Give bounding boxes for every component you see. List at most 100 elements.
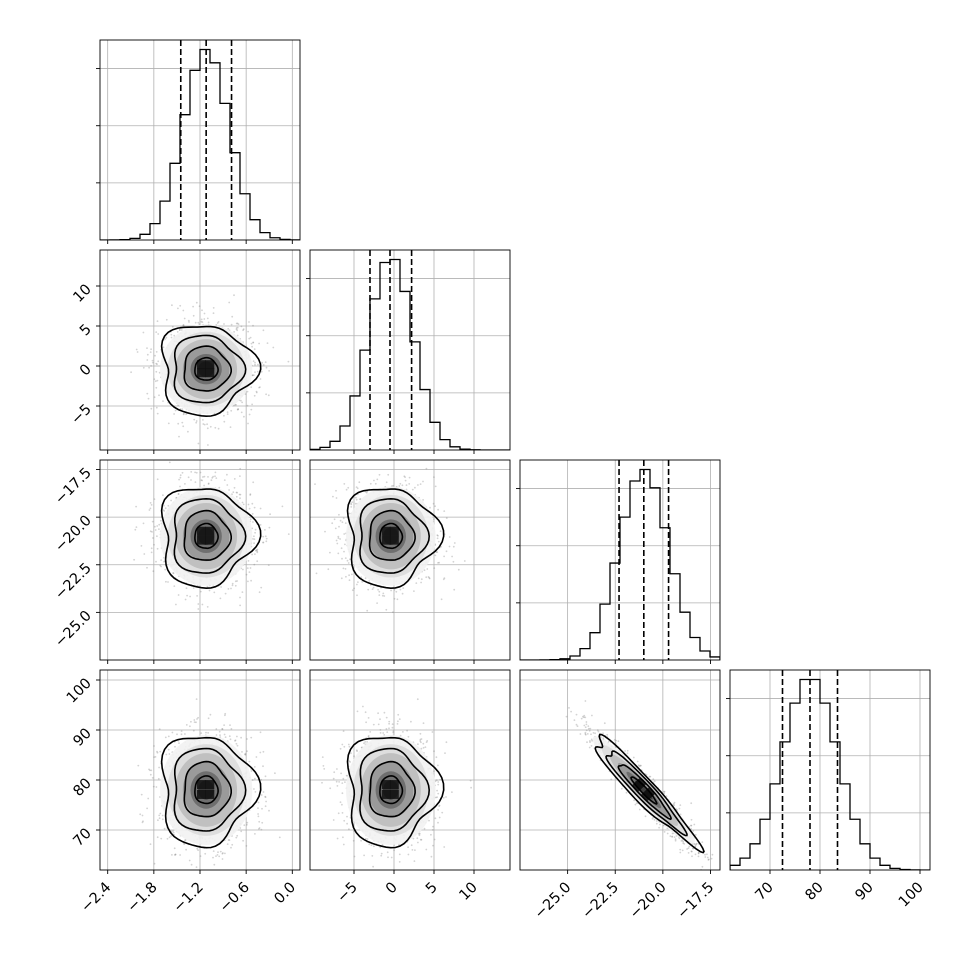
scatter-point — [345, 575, 347, 578]
scatter-point — [249, 493, 252, 496]
scatter-point — [236, 329, 239, 332]
scatter-point — [236, 744, 239, 747]
scatter-point — [408, 483, 411, 485]
panel-content — [100, 250, 300, 450]
scatter-point — [197, 716, 200, 719]
scatter-point — [156, 547, 159, 550]
density-core — [205, 368, 215, 378]
scatter-point — [166, 837, 169, 840]
scatter-point — [247, 330, 250, 333]
scatter-point — [252, 324, 254, 327]
scatter-point — [137, 764, 140, 767]
scatter-point — [164, 507, 167, 510]
scatter-point — [417, 484, 419, 486]
scatter-point — [175, 603, 177, 606]
scatter-point — [287, 360, 290, 363]
panel-content — [100, 40, 300, 240]
scatter-point — [392, 611, 394, 614]
density-core — [205, 360, 215, 370]
scatter-point — [324, 530, 326, 533]
scatter-point — [264, 361, 267, 363]
scatter-point — [236, 580, 239, 582]
scatter-point — [152, 537, 154, 539]
scatter-point — [448, 545, 451, 548]
scatter-point — [239, 497, 241, 500]
scatter-point — [235, 491, 238, 494]
scatter-point — [254, 777, 256, 780]
scatter-point — [256, 548, 259, 551]
scatter-point — [216, 322, 219, 324]
scatter-point — [254, 371, 256, 373]
scatter-point — [253, 563, 256, 566]
scatter-point — [203, 475, 206, 478]
scatter-point — [344, 543, 346, 546]
scatter-point — [174, 745, 176, 748]
scatter-point — [262, 329, 265, 332]
scatter-point — [250, 579, 253, 582]
scatter-point — [244, 393, 247, 395]
scatter-point — [252, 341, 255, 344]
scatter-point — [188, 321, 190, 323]
scatter-point — [356, 594, 358, 597]
scatter-point — [255, 549, 257, 552]
scatter-point — [428, 577, 431, 580]
scatter-point — [337, 537, 340, 539]
scatter-point — [185, 587, 188, 590]
scatter-point — [251, 374, 254, 377]
scatter-point — [164, 338, 166, 341]
scatter-point — [237, 408, 239, 411]
scatter-point — [198, 323, 201, 326]
scatter-point — [179, 485, 181, 488]
scatter-point — [373, 479, 375, 482]
panel-content — [100, 460, 300, 660]
scatter-point — [420, 581, 422, 584]
scatter-point — [222, 852, 224, 854]
density-core — [197, 368, 206, 378]
scatter-point — [163, 504, 165, 507]
scatter-point — [226, 413, 229, 415]
density-core — [389, 526, 399, 536]
scatter-point — [150, 407, 153, 410]
scatter-point — [158, 728, 161, 731]
scatter-point — [438, 561, 440, 564]
scatter-point — [149, 773, 152, 776]
scatter-point — [162, 494, 164, 497]
scatter-point — [155, 362, 158, 365]
scatter-point — [338, 513, 340, 516]
scatter-point — [261, 361, 263, 364]
scatter-point — [214, 471, 217, 474]
scatter-point — [436, 551, 439, 553]
scatter-point — [149, 502, 152, 504]
scatter-point — [411, 488, 414, 491]
scatter-point — [251, 403, 254, 406]
y-tick-label: −20.0 — [52, 513, 95, 556]
scatter-point — [156, 535, 158, 538]
scatter-point — [195, 471, 198, 474]
scatter-point — [256, 560, 259, 563]
scatter-point — [210, 479, 213, 482]
scatter-point — [248, 337, 251, 340]
scatter-point — [220, 873, 222, 875]
scatter-point — [182, 425, 185, 428]
scatter-point — [182, 413, 185, 416]
scatter-point — [237, 408, 240, 410]
scatter-point — [367, 588, 370, 591]
scatter-point — [149, 507, 152, 510]
scatter-point — [235, 495, 238, 498]
scatter-point — [254, 791, 257, 793]
scatter-point — [254, 528, 257, 531]
scatter-point — [181, 471, 184, 474]
scatter-point — [155, 406, 158, 409]
scatter-point — [206, 585, 209, 588]
scatter-point — [258, 827, 261, 829]
scatter-point — [354, 502, 357, 505]
scatter-point — [173, 334, 176, 337]
scatter-point — [378, 594, 381, 596]
scatter-point — [168, 836, 171, 839]
scatter-point — [133, 558, 136, 561]
density-core — [197, 526, 206, 536]
scatter-point — [248, 571, 251, 573]
scatter-point — [233, 478, 236, 480]
scatter-point — [257, 807, 259, 809]
